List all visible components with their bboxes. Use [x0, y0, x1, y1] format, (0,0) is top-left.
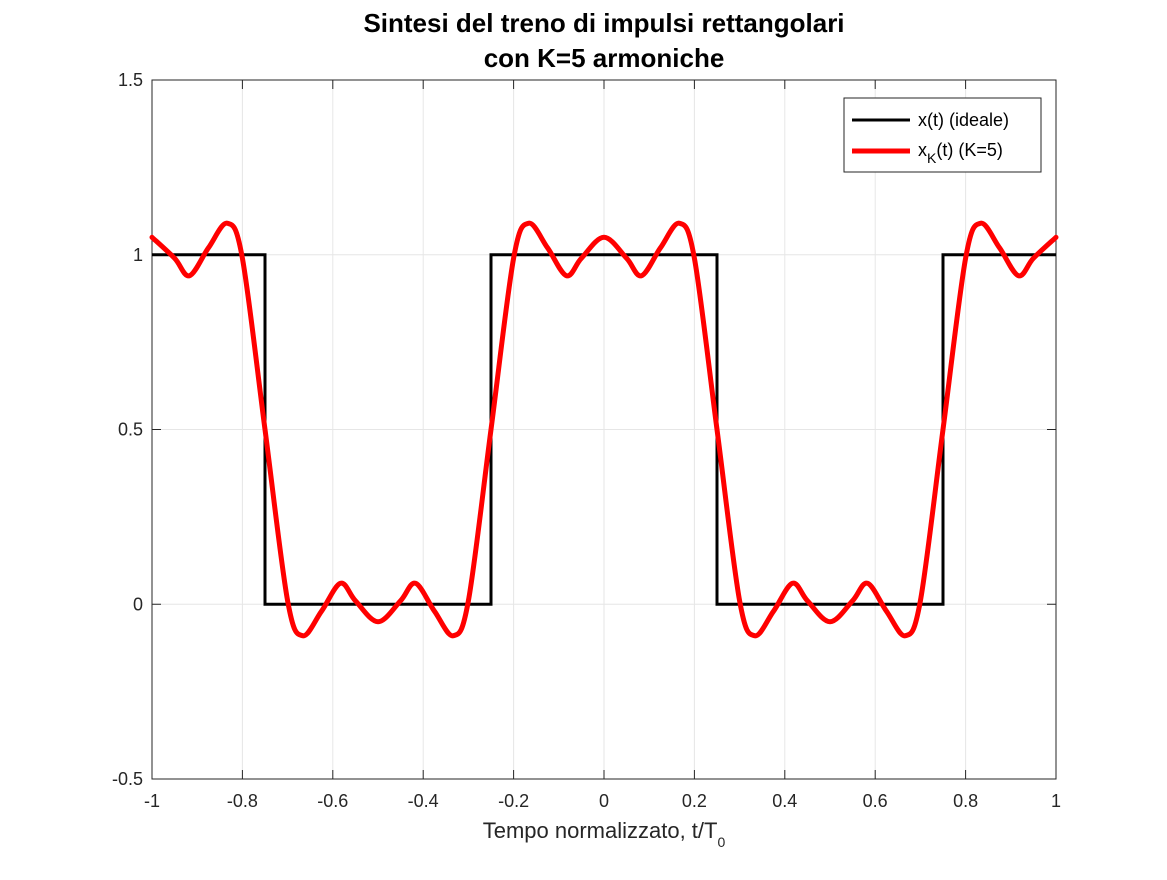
- series-line-synthesis: [149, 220, 1059, 639]
- legend: x(t) (ideale) xK(t) (K=5): [843, 97, 1042, 173]
- y-tick-label: 0: [133, 594, 143, 614]
- legend-label-synthesis: xK(t) (K=5): [918, 140, 1003, 166]
- axes: [151, 79, 1057, 780]
- x-tick-label: -0.8: [227, 791, 258, 811]
- x-tick-label: 1: [1051, 791, 1061, 811]
- legend-box: [843, 97, 1042, 173]
- series-layer: [149, 220, 1059, 639]
- x-tick-label: 0.2: [682, 791, 707, 811]
- x-tick-label: 0: [599, 791, 609, 811]
- tick-labels: -1 -0.8 -0.6 -0.4 -0.2 0 0.2 0.4 0.6 0.8 1 -0.5 0 0.5…: [112, 70, 1061, 811]
- y-tick-label: 1: [133, 245, 143, 265]
- y-tick-label: 0.5: [118, 420, 143, 440]
- legend-label-synthesis-rest: (t) (K=5): [936, 140, 1003, 160]
- x-tick-label: -1: [144, 791, 160, 811]
- legend-label-synthesis-subscript: K: [927, 150, 937, 166]
- x-tick-label: -0.2: [498, 791, 529, 811]
- chart-title-line-1: Sintesi del treno di impulsi rettangolar…: [363, 8, 844, 38]
- x-axis-label-subscript: 0: [717, 834, 725, 850]
- x-axis-label-main: Tempo normalizzato, t/T: [483, 818, 718, 843]
- legend-label-ideal: x(t) (ideale): [918, 110, 1009, 130]
- chart-title-line-2: con K=5 armoniche: [484, 43, 725, 73]
- y-tick-label: -0.5: [112, 769, 143, 789]
- x-tick-label: -0.4: [408, 791, 439, 811]
- x-tick-label: 0.8: [953, 791, 978, 811]
- x-tick-label: -0.6: [317, 791, 348, 811]
- x-tick-label: 0.6: [863, 791, 888, 811]
- x-tick-label: 0.4: [772, 791, 797, 811]
- legend-label-synthesis-main: x: [918, 140, 927, 160]
- y-tick-label: 1.5: [118, 70, 143, 90]
- x-axis-label: Tempo normalizzato, t/T0: [483, 818, 726, 850]
